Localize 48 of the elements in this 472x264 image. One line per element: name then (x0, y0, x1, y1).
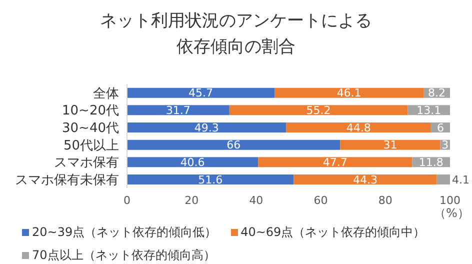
bar (127, 174, 294, 184)
bar (127, 88, 275, 98)
bar (127, 105, 230, 116)
bar (340, 140, 440, 150)
data-label: 31 (383, 138, 398, 152)
legend-label: 40~69点（ネット依存的傾向中） (240, 224, 426, 241)
bar (436, 174, 450, 184)
data-label: 4.1 (452, 173, 470, 186)
data-label: 31.7 (166, 104, 190, 117)
data-label: 55.2 (306, 104, 331, 117)
chart-title: ネット利用状況のアンケートによる依存傾向の割合 (99, 10, 373, 59)
legend-label: 20~39点（ネット依存的傾向低） (32, 224, 217, 241)
bar (294, 174, 437, 184)
data-label: 3 (442, 138, 449, 152)
y-tick-label: 全体 (93, 86, 119, 102)
x-axis-title: （%） (434, 205, 470, 222)
y-tick-label: 50代以上 (63, 138, 119, 154)
data-label: 8.2 (428, 86, 446, 100)
bar (274, 88, 424, 98)
data-label: 51.6 (198, 173, 223, 186)
legend-label: 70点以上（ネット依存的傾向高） (32, 247, 216, 264)
data-label: 44.8 (346, 121, 371, 134)
y-tick-label: 10~20代 (62, 104, 119, 119)
y-tick-label: スマホ保有 (54, 156, 119, 171)
data-label: 47.7 (322, 156, 348, 169)
data-label: 11.8 (418, 156, 444, 169)
bar (127, 157, 258, 168)
data-label: 6 (436, 121, 444, 134)
data-label: 44.3 (352, 173, 378, 186)
y-tick-label: スマホ保有未保有 (15, 172, 119, 188)
data-label: 49.3 (194, 121, 219, 134)
data-label: 46.1 (336, 86, 362, 100)
x-tick-label: 20 (184, 194, 199, 207)
x-tick-label: 100 (440, 194, 460, 207)
data-label: 45.7 (188, 86, 214, 100)
bar (258, 157, 412, 168)
bar (127, 122, 286, 132)
bar (229, 105, 408, 116)
data-label: 13.1 (416, 104, 442, 117)
x-tick-label: 40 (249, 194, 264, 207)
data-label: 40.6 (180, 156, 205, 169)
bar (286, 122, 431, 132)
x-tick-label: 80 (378, 194, 392, 207)
x-tick-label: 60 (314, 194, 328, 207)
y-tick-label: 30~40代 (62, 120, 119, 136)
data-label: 66 (226, 138, 241, 152)
x-tick-label: 0 (124, 194, 130, 207)
bar (127, 140, 340, 150)
